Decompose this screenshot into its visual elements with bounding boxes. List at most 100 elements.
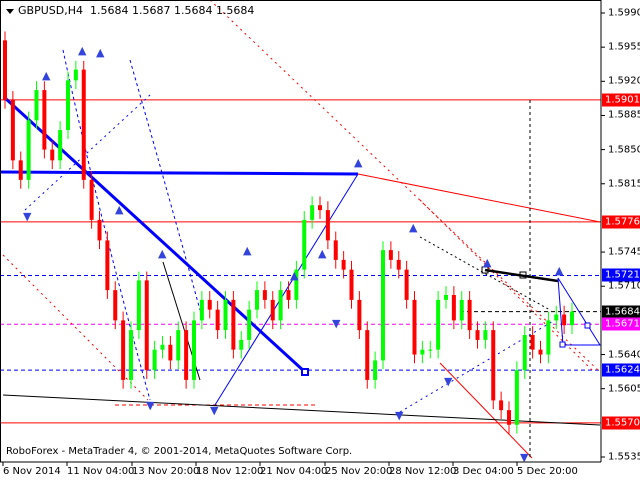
- black-marker: [519, 271, 527, 279]
- candle: [270, 291, 275, 330]
- candle: [129, 321, 133, 389]
- dropdown-triangle-icon[interactable]: [6, 8, 14, 14]
- blue-dashed-curve: [62, 49, 151, 401]
- candle: [34, 81, 39, 130]
- blue-dashed-curve: [129, 59, 201, 311]
- candle-body: [113, 290, 118, 321]
- candle: [136, 271, 141, 339]
- time-tick-label: 28 Nov 12:00: [389, 466, 457, 477]
- candle-body: [58, 130, 63, 161]
- candle: [333, 231, 338, 269]
- chart-title: GBPUSD,H4 1.5684 1.5687 1.5684 1.5684: [6, 4, 254, 17]
- price-tick-label: 1.5955: [608, 41, 640, 53]
- price-level-tag: 1.5570: [602, 416, 640, 430]
- candle-body: [318, 205, 322, 211]
- fractal-up-arrow-icon: ▲: [96, 46, 105, 59]
- time-tick-label: 21 Nov 04:00: [260, 466, 328, 477]
- fractal-down-arrow-icon: ▼: [332, 317, 341, 330]
- fractal-up-arrow-icon: ▲: [115, 203, 124, 216]
- candle: [507, 401, 511, 434]
- candle: [97, 211, 102, 250]
- candle: [192, 311, 196, 389]
- blue-thick-diagonal: [3, 96, 307, 374]
- candle: [562, 305, 567, 335]
- candle: [530, 326, 535, 359]
- y-tick-marks: [601, 12, 605, 458]
- candle: [73, 60, 78, 90]
- blue-dotted-line: [24, 94, 151, 211]
- black-thick-line: [484, 268, 559, 283]
- candle: [554, 305, 559, 330]
- candle: [239, 331, 244, 359]
- blue-square-marker: [301, 368, 309, 376]
- candle: [286, 281, 291, 309]
- fractal-up-arrow-icon: ▲: [42, 69, 51, 82]
- ohlc-values: 1.5684 1.5687 1.5684 1.5684: [89, 4, 255, 17]
- candle-body: [42, 90, 47, 150]
- candle: [475, 321, 480, 349]
- candle-body: [3, 40, 7, 100]
- price-tick-label: 1.5885: [608, 109, 640, 121]
- candle: [546, 311, 551, 364]
- candle: [105, 231, 110, 299]
- candle-body: [231, 299, 236, 350]
- candle: [215, 300, 220, 339]
- candle-body: [404, 269, 409, 300]
- candle-body: [436, 299, 441, 350]
- candle: [121, 311, 126, 389]
- candle: [199, 291, 204, 330]
- black-marker: [481, 266, 489, 274]
- candle-body: [239, 339, 244, 350]
- candle-body: [499, 400, 504, 411]
- red-channel-line: [439, 362, 533, 459]
- candle: [459, 291, 464, 330]
- candle-body: [262, 290, 267, 300]
- candle: [89, 171, 94, 229]
- candle: [66, 71, 70, 139]
- fractal-up-arrow-icon: ▲: [555, 264, 564, 277]
- candle: [278, 281, 283, 330]
- candle: [412, 291, 417, 364]
- price-tick-label: 1.5745: [608, 246, 640, 258]
- fractal-down-arrow-icon: ▼: [210, 404, 219, 417]
- candle: [310, 196, 315, 229]
- candle: [184, 321, 189, 389]
- time-tick-label: 6 Nov 2014: [3, 466, 61, 477]
- price-tick-label: 1.5920: [608, 75, 640, 87]
- candle-body: [570, 311, 574, 326]
- price-level-tag: 1.5721: [602, 268, 640, 282]
- candle-body: [192, 320, 196, 380]
- fractal-down-arrow-icon: ▼: [146, 399, 155, 412]
- candle-body: [89, 179, 94, 220]
- price-tick-label: 1.5710: [608, 280, 640, 292]
- candle-body: [247, 309, 252, 340]
- candle: [349, 260, 354, 309]
- candle: [144, 271, 149, 379]
- candle-body: [341, 259, 346, 270]
- candle-body: [396, 259, 401, 270]
- red-dotted-trendline-right: [419, 199, 596, 374]
- candle-body: [97, 219, 102, 241]
- candle-body: [357, 299, 362, 331]
- fractal-up-arrow-icon: ▲: [483, 256, 492, 269]
- fractal-up-arrow-icon: ▲: [354, 156, 363, 169]
- candle-body: [349, 269, 354, 300]
- trend-objects: [0, 0, 601, 460]
- candle-body: [105, 240, 110, 291]
- candle-body: [286, 290, 291, 300]
- candle: [373, 351, 378, 389]
- candle: [10, 91, 15, 170]
- candle-body: [444, 295, 448, 300]
- candle: [58, 121, 63, 170]
- candle-body: [294, 269, 299, 300]
- symbol-timeframe: GBPUSD,H4: [18, 4, 83, 17]
- candle: [381, 241, 385, 370]
- candle-body: [310, 205, 315, 220]
- candle-body: [373, 360, 378, 380]
- candle: [207, 291, 212, 319]
- price-level-tag: 1.5671: [602, 317, 640, 331]
- candle-body: [475, 330, 480, 340]
- candle: [18, 151, 23, 189]
